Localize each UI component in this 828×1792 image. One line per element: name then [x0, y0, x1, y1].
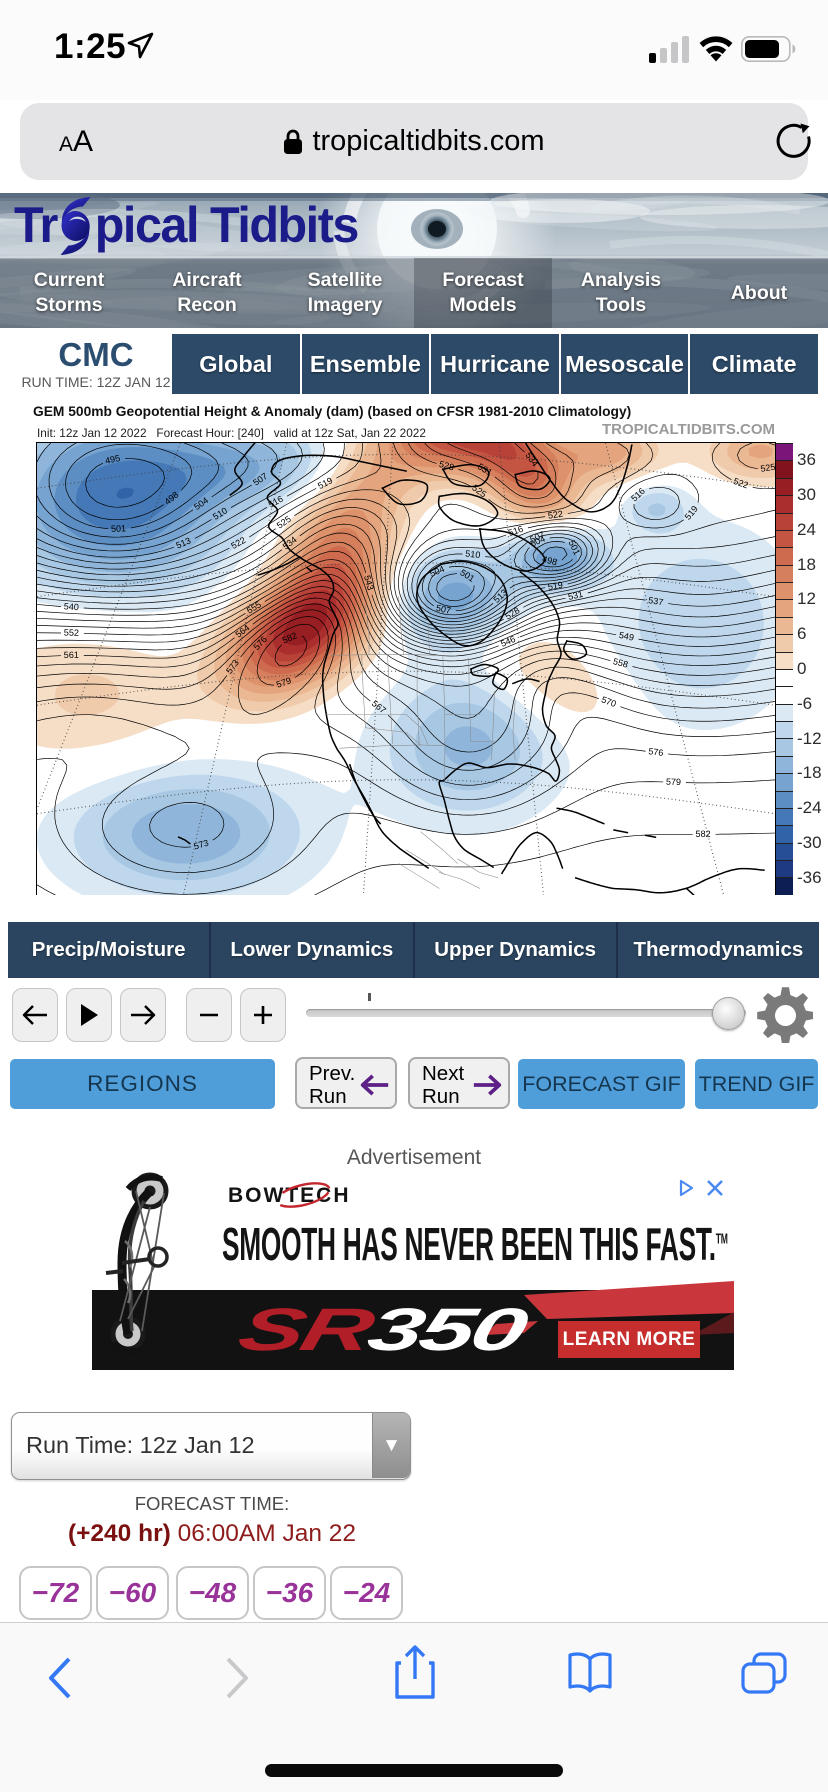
svg-text:507: 507: [435, 603, 452, 616]
svg-text:528: 528: [438, 459, 455, 473]
svg-text:549: 549: [618, 630, 635, 643]
svg-text:561: 561: [64, 650, 79, 660]
svg-text:522: 522: [547, 509, 563, 521]
svg-text:570: 570: [600, 694, 618, 709]
svg-text:522: 522: [732, 476, 749, 490]
svg-text:576: 576: [648, 746, 664, 758]
svg-text:510: 510: [465, 548, 481, 560]
svg-text:579: 579: [666, 777, 681, 787]
svg-text:501: 501: [567, 539, 583, 557]
svg-text:579: 579: [275, 675, 293, 689]
svg-text:573: 573: [192, 838, 209, 852]
svg-text:552: 552: [64, 628, 79, 638]
svg-text:498: 498: [541, 554, 558, 568]
svg-text:495: 495: [104, 453, 121, 466]
svg-text:558: 558: [612, 656, 629, 670]
svg-text:519: 519: [547, 580, 563, 592]
svg-text:525: 525: [760, 462, 775, 474]
svg-text:537: 537: [648, 595, 664, 607]
svg-text:501: 501: [111, 523, 126, 534]
svg-text:540: 540: [64, 601, 80, 612]
svg-text:582: 582: [696, 829, 711, 839]
svg-text:531: 531: [567, 589, 584, 602]
svg-text:516: 516: [507, 524, 524, 538]
svg-text:543: 543: [362, 574, 376, 591]
